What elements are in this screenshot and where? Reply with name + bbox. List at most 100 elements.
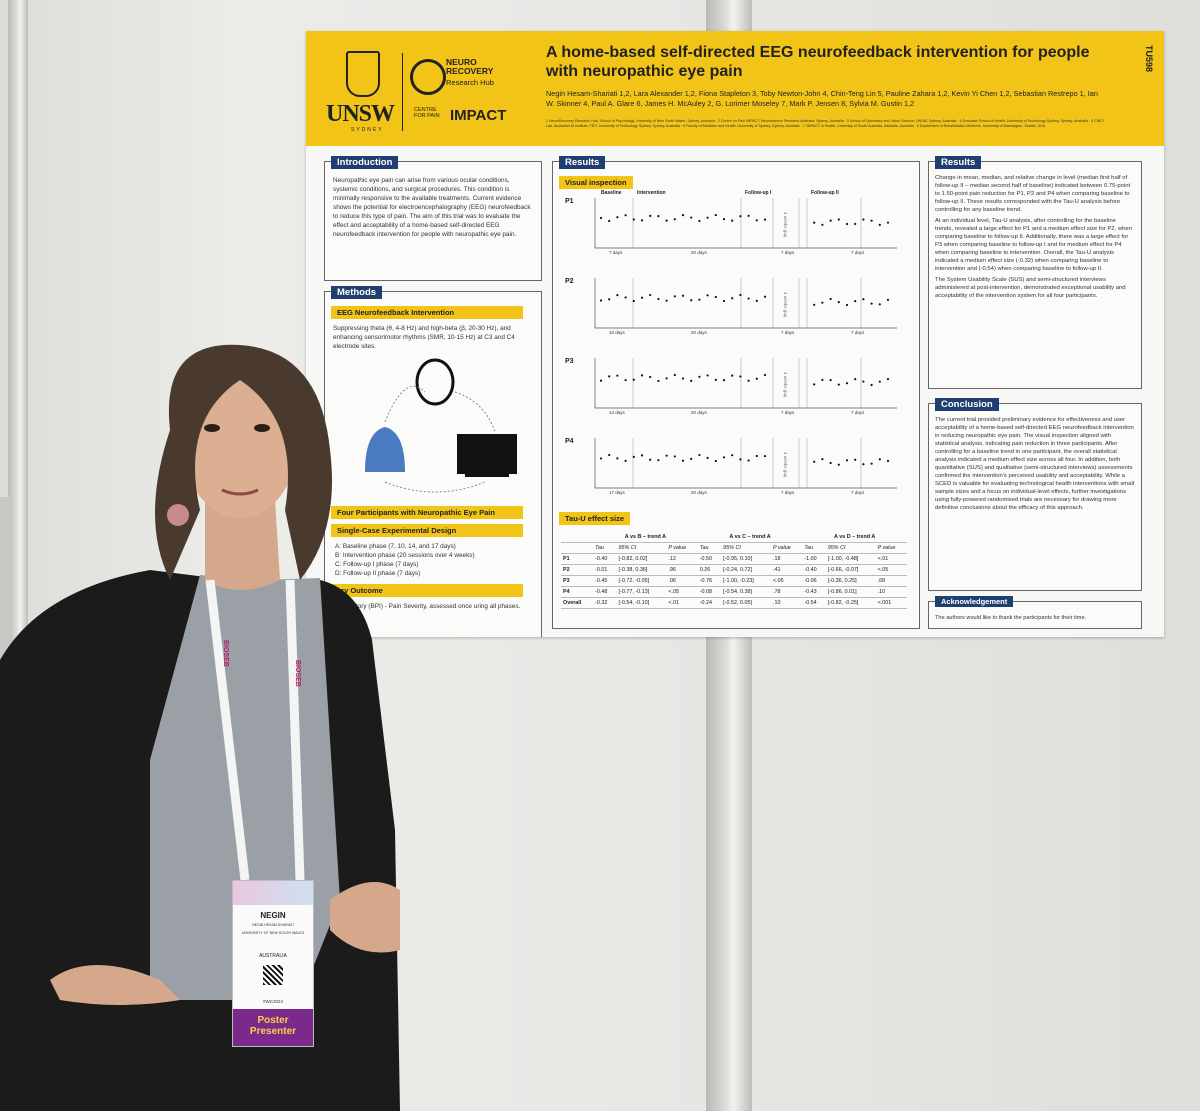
impact-logo: IMPACT [450,107,507,124]
table-cell: P3 [561,575,594,587]
table-column-header: Tau [593,542,617,554]
table-cell: -0.43 [802,586,826,598]
phase-duration-label: 10 days [609,330,625,335]
table-cell: P4 [561,586,594,598]
phase-duration-label: 20 days [691,490,707,495]
phase-duration-label: 7 days [781,250,795,255]
table-cell: [-1.00, -0.48] [825,553,876,565]
table-cell: .10 [770,597,803,609]
table-cell: .41 [770,564,803,576]
table-column-header: Tau [802,542,826,554]
conclusion-text: The current trial provided preliminary e… [935,417,1135,511]
table-cell: 0.26 [697,564,722,576]
lanyard-right [285,579,305,881]
phase-label: Follow-up II [811,190,839,196]
table-column-header: P value [770,542,803,554]
table-cell: <.001 [875,597,907,609]
table-cell: P1 [561,553,594,565]
table-cell: [-0.86, 0.01] [825,586,876,598]
pain-severity-graph [594,438,897,489]
neurofeedback-diagram [365,358,517,493]
badge-country: AUSTRALIA [259,953,287,959]
table-cell: [-0.72, -0.05] [616,575,667,587]
table-cell: -0.50 [697,553,722,565]
lanyard-text: BIOSEB [294,660,301,687]
phase-item: C: Follow-up I phase (7 days) [335,561,419,568]
gap-label: 4 weeks gap [783,212,788,238]
table-cell: -0.40 [802,564,826,576]
unsw-logo: UNSW [326,101,395,127]
phase-label: Intervention [637,190,666,196]
research-hub-text: Research Hub [446,78,494,87]
research-poster: UNSW SYDNEY NEURO RECOVERY Research Hub … [306,31,1164,637]
table-row: P2 -0.01 [-0.38, 0.36] .96 0.26 [-0.24, 0.72]… [561,564,907,576]
table-cell: .78 [770,586,803,598]
participant-panel: P3 14 days 20 days 7 days 7 days 4 weeks gap [561,352,901,415]
table-cell: -1.00 [802,553,826,565]
unsw-sydney: SYDNEY [351,127,384,133]
table-cell: .12 [666,553,698,565]
table-cell: [-0.82, -0.25] [825,597,876,609]
results-summary-box: Results Change in mean, median, and rela… [928,156,1142,389]
conclusion-heading: Conclusion [935,398,999,411]
phase-duration-label: 17 days [609,490,625,495]
table-cell: [-0.95, 0.10] [721,553,771,565]
badge-name: NEGIN [260,911,286,920]
table-row: P1 -0.40 [-0.82, 0.02] .12 -0.50 [-0.95, 0.10… [561,553,907,565]
ack-heading: Acknowledgement [935,596,1014,607]
badge-fullname: NEGIN HESAM-SHARIATI [252,923,294,927]
phase-duration-label: 7 days [609,250,623,255]
badge-header [233,881,313,905]
table-cell: -0.54 [802,597,826,609]
table-cell: -0.08 [697,586,722,598]
tau-u-subheading: Tau-U effect size [559,512,631,525]
table-cell: Overall [561,597,594,609]
hair [155,344,332,580]
intro-box: Introduction Neuropathic eye pain can ar… [324,156,542,281]
results-summary-heading: Results [935,156,982,169]
intro-heading: Introduction [331,156,399,169]
centre-for-pain-text: CENTRE FOR PAIN [414,107,440,119]
table-cell: -0.06 [802,575,826,587]
results-box: Results Visual inspection P1 7 days 20 day… [552,156,920,629]
gap-label: 4 weeks gap [783,292,788,318]
phase-item: A: Baseline phase (7, 10, 14, and 17 day… [335,543,456,550]
conference-badge: NEGIN NEGIN HESAM-SHARIATI UNIVERSITY OF… [232,880,314,1047]
participant-panel: P1 7 days 20 days 7 days 7 days 4 weeks gap [561,192,901,255]
poster-authors: Negin Hesam-Shariati 1,2, Lara Alexander… [546,89,1098,108]
ack-text: The authors would like to thank the part… [935,615,1087,621]
lanyard-text: BIOSEB [222,640,229,667]
table-cell: <.05 [666,586,698,598]
table-cell: .18 [770,553,803,565]
table-cell: P2 [561,564,594,576]
table-cell: [-0.36, 0.25] [825,575,876,587]
table-cell: [-0.54, -0.10] [616,597,667,609]
table-cell: [-0.66, -0.07] [825,564,876,576]
table-cell: <.01 [666,597,698,609]
right-eye [254,424,270,432]
left-hand [50,965,180,1005]
phase-duration-label: 7 days [851,330,865,335]
table-row: P3 -0.45 [-0.72, -0.05] .06 -0.76 [-1.00, -0.… [561,575,907,587]
table-cell: <.05 [875,564,907,576]
table-cell: -0.01 [593,564,617,576]
results-summary-text: Change in mean, median, and relative cha… [935,174,1135,300]
badge-org: UNIVERSITY OF NEW SOUTH WALES [241,931,305,935]
table-column-header: P value [875,542,907,554]
methods-box: Methods EEG Neurofeedback Intervention S… [324,286,542,637]
badge-role: Poster Presenter [233,1009,313,1046]
gap-label: 4 weeks gap [783,452,788,478]
left-eye [204,424,220,432]
table-group-header: A vs B – trend A [593,532,698,543]
pain-severity-graph [594,358,897,409]
right-hand [330,882,400,953]
table-group-header: A vs D – trend A [802,532,907,543]
table-cell: .68 [875,575,907,587]
intro-text: Neuropathic eye pain can arise from vari… [333,177,531,238]
table-cell: -0.32 [593,597,617,609]
logo-divider [402,53,403,131]
phase-duration-label: 7 days [851,250,865,255]
